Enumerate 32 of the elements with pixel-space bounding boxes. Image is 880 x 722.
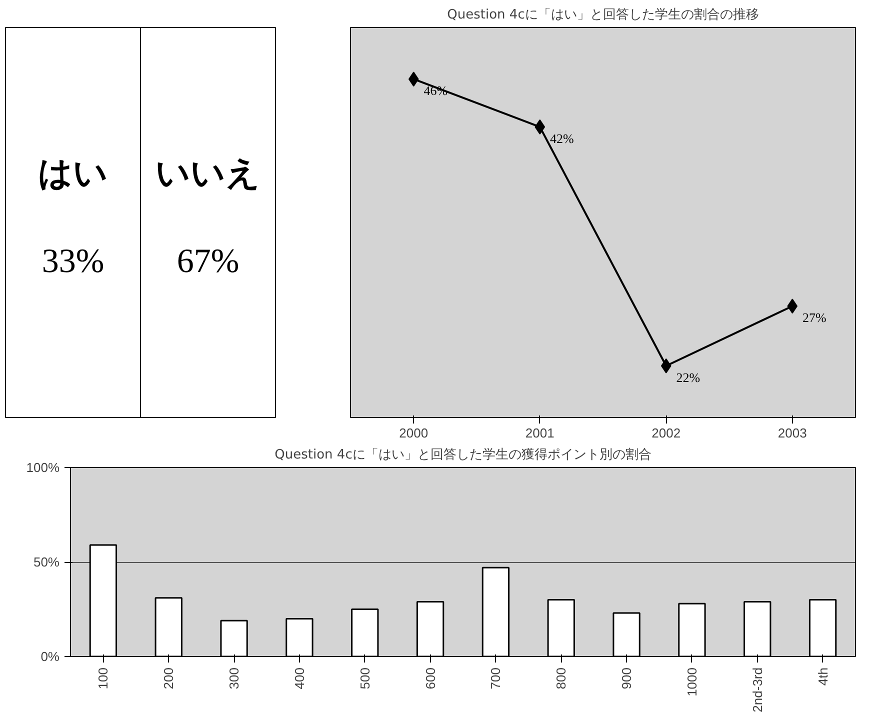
data-label: 42% (550, 130, 574, 146)
data-label: 27% (802, 310, 826, 326)
point (534, 119, 546, 134)
x-tick-label: 400 (292, 667, 307, 690)
x-tick-label: 2002 (652, 426, 681, 440)
chart-title: Question 4cに「はい」と回答した学生の獲得ポイント別の割合 (274, 448, 652, 462)
text: 33% (42, 243, 104, 280)
text: いいえ (156, 155, 260, 192)
x-tick-label: 2001 (525, 426, 554, 440)
point (408, 72, 419, 87)
x-tick-label: 600 (422, 667, 438, 690)
point (787, 298, 798, 314)
x-tick-label: 200 (161, 667, 176, 690)
x-tick-label: 300 (226, 667, 242, 690)
x-tick-label: 4th (815, 667, 830, 686)
x-tick-label: 100 (96, 667, 111, 690)
point (660, 358, 672, 374)
chart-title: Question 4cに「はい」と回答した学生の割合の推移 (447, 8, 759, 22)
x-tick-label: 2nd-3rd (750, 667, 765, 712)
x-tick-label: 500 (357, 667, 372, 690)
data-label: 22% (676, 370, 700, 385)
y-tick-label: 100% (26, 460, 60, 475)
y-tick-label: 0% (40, 649, 60, 664)
x-tick-label: 900 (619, 667, 634, 690)
x-tick-label: 2000 (399, 426, 428, 440)
text: はい (38, 155, 108, 192)
x-tick-label: 2003 (778, 426, 807, 440)
x-tick-label: 800 (554, 667, 569, 690)
x-tick-label: 700 (488, 667, 504, 690)
text: 67% (176, 243, 240, 280)
x-tick-label: 1000 (684, 668, 700, 696)
y-tick-label: 50% (33, 554, 60, 570)
